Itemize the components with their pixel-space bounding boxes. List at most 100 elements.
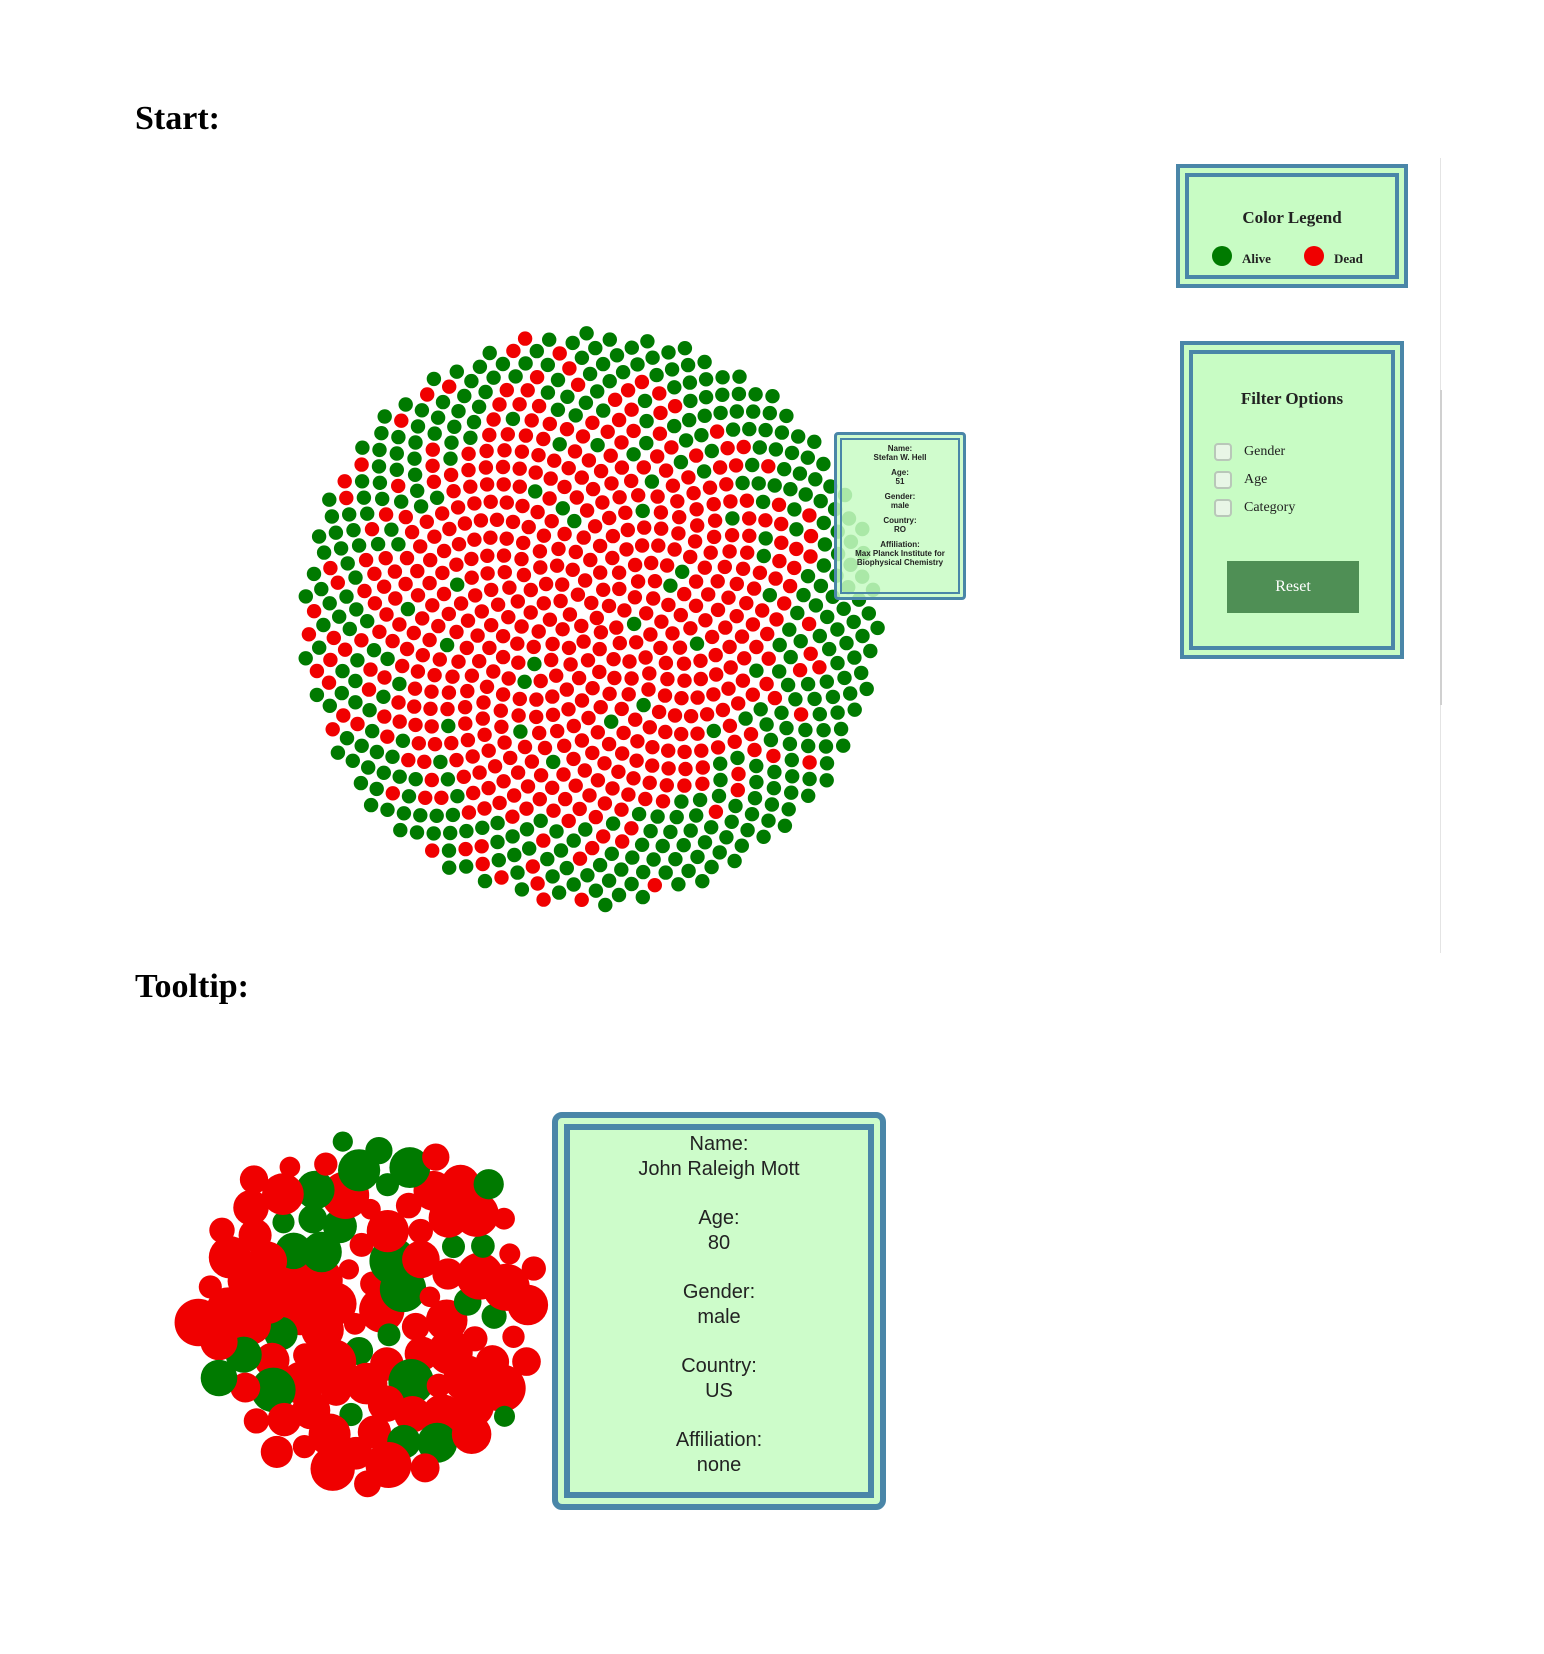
bubble-dead[interactable]	[563, 657, 578, 672]
bubble-dead[interactable]	[364, 522, 380, 537]
bubble-dead[interactable]	[627, 590, 643, 605]
bubble-alive[interactable]	[833, 721, 849, 737]
bubble-alive[interactable]	[471, 1234, 495, 1258]
bubble-alive[interactable]	[332, 1131, 353, 1152]
bubble-dead[interactable]	[721, 590, 736, 605]
bubble-dead[interactable]	[523, 605, 538, 620]
bubble-alive[interactable]	[635, 889, 650, 905]
bubble-dead[interactable]	[739, 596, 754, 611]
bubble-alive[interactable]	[793, 634, 808, 649]
bubble-dead[interactable]	[376, 579, 392, 594]
bubble-dead[interactable]	[731, 766, 746, 782]
bubble-alive[interactable]	[807, 434, 822, 449]
bubble-dead[interactable]	[595, 495, 610, 510]
bubble-dead[interactable]	[292, 1434, 317, 1459]
bubble-alive[interactable]	[505, 829, 520, 844]
bubble-dead[interactable]	[565, 562, 580, 577]
bubble-dead[interactable]	[652, 386, 667, 401]
bubble-dead[interactable]	[542, 612, 558, 627]
bubble-dead[interactable]	[517, 739, 533, 755]
bubble-dead[interactable]	[519, 801, 534, 816]
bubble-dead[interactable]	[536, 431, 551, 447]
bubble-dead[interactable]	[419, 1286, 441, 1308]
bubble-alive[interactable]	[846, 614, 861, 630]
bubble-dead[interactable]	[410, 1453, 440, 1483]
bubble-dead[interactable]	[395, 1192, 422, 1219]
bubble-dead[interactable]	[449, 557, 464, 572]
bubble-alive[interactable]	[740, 822, 755, 838]
bubble-alive[interactable]	[626, 616, 642, 632]
bubble-dead[interactable]	[683, 549, 698, 565]
bubble-dead[interactable]	[630, 734, 645, 749]
bubble-alive[interactable]	[763, 732, 779, 748]
bubble-alive[interactable]	[830, 705, 845, 720]
bubble-dead[interactable]	[654, 521, 669, 536]
bubble-alive[interactable]	[353, 775, 369, 791]
bubble-alive[interactable]	[663, 824, 678, 840]
bubble-alive[interactable]	[362, 703, 377, 718]
bubble-alive[interactable]	[410, 419, 426, 434]
bubble-dead[interactable]	[499, 382, 514, 398]
bubble-dead[interactable]	[497, 443, 512, 458]
bubble-dead[interactable]	[549, 558, 565, 573]
bubble-dead[interactable]	[585, 481, 601, 497]
bubble-dead[interactable]	[484, 618, 499, 633]
bubble-dead[interactable]	[722, 718, 738, 733]
bubble-alive[interactable]	[408, 435, 423, 450]
bubble-alive[interactable]	[349, 602, 364, 617]
bubble-dead[interactable]	[658, 463, 674, 478]
bubble-dead[interactable]	[708, 647, 723, 663]
bubble-alive[interactable]	[519, 822, 535, 837]
bubble-alive[interactable]	[715, 370, 730, 385]
bubble-alive[interactable]	[250, 1367, 296, 1413]
bubble-alive[interactable]	[780, 677, 796, 693]
bubble-dead[interactable]	[512, 397, 527, 412]
bubble-dead[interactable]	[474, 839, 489, 854]
bubble-dead[interactable]	[529, 370, 545, 385]
bubble-dead[interactable]	[802, 508, 817, 523]
bubble-dead[interactable]	[515, 498, 530, 514]
bubble-dead[interactable]	[494, 870, 509, 885]
bubble-dead[interactable]	[427, 737, 443, 752]
bubble-dead[interactable]	[514, 551, 529, 567]
bubble-dead[interactable]	[615, 746, 630, 761]
bubble-alive[interactable]	[552, 437, 567, 452]
filter-gender-row[interactable]: Gender	[1214, 441, 1285, 463]
bubble-alive[interactable]	[588, 340, 603, 356]
bubble-alive[interactable]	[645, 350, 660, 365]
bubble-alive[interactable]	[560, 389, 575, 404]
bubble-alive[interactable]	[675, 564, 690, 579]
bubble-dead[interactable]	[378, 507, 394, 522]
bubble-alive[interactable]	[542, 332, 557, 347]
bubble-dead[interactable]	[676, 656, 692, 671]
bubble-alive[interactable]	[734, 838, 749, 853]
bubble-alive[interactable]	[457, 388, 472, 404]
bubble-dead[interactable]	[686, 486, 701, 501]
bubble-dead[interactable]	[323, 652, 338, 668]
bubble-dead[interactable]	[559, 422, 575, 437]
bubble-dead[interactable]	[464, 551, 479, 567]
bubble-dead[interactable]	[582, 788, 597, 803]
bubble-dead[interactable]	[718, 620, 733, 635]
bubble-dead[interactable]	[593, 700, 608, 715]
bubble-alive[interactable]	[749, 758, 764, 774]
bubble-alive[interactable]	[697, 408, 712, 423]
bubble-alive[interactable]	[819, 756, 835, 771]
bubble-dead[interactable]	[499, 531, 514, 546]
bubble-dead[interactable]	[477, 801, 492, 816]
bubble-dead[interactable]	[321, 675, 337, 690]
bubble-dead[interactable]	[301, 627, 317, 642]
bubble-dead[interactable]	[321, 1375, 352, 1406]
bubble-dead[interactable]	[734, 629, 750, 644]
bubble-alive[interactable]	[602, 374, 617, 389]
bubble-dead[interactable]	[709, 667, 724, 682]
bubble-dead[interactable]	[618, 505, 633, 520]
bubble-dead[interactable]	[483, 494, 498, 509]
bubble-dead[interactable]	[730, 782, 745, 798]
bubble-alive[interactable]	[790, 605, 805, 621]
bubble-dead[interactable]	[585, 415, 600, 430]
bubble-alive[interactable]	[859, 681, 874, 697]
bubble-dead[interactable]	[593, 625, 609, 640]
bubble-alive[interactable]	[855, 628, 870, 644]
bubble-dead[interactable]	[510, 765, 526, 780]
